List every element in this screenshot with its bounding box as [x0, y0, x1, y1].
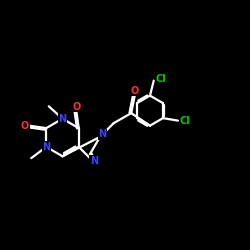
Text: O: O [21, 121, 29, 130]
Text: N: N [90, 156, 98, 166]
Text: N: N [58, 114, 66, 124]
Text: O: O [72, 102, 80, 112]
Text: Cl: Cl [155, 74, 166, 85]
Text: O: O [131, 86, 139, 96]
Text: N: N [98, 130, 106, 140]
Text: N: N [42, 142, 50, 152]
Text: Cl: Cl [180, 116, 190, 126]
